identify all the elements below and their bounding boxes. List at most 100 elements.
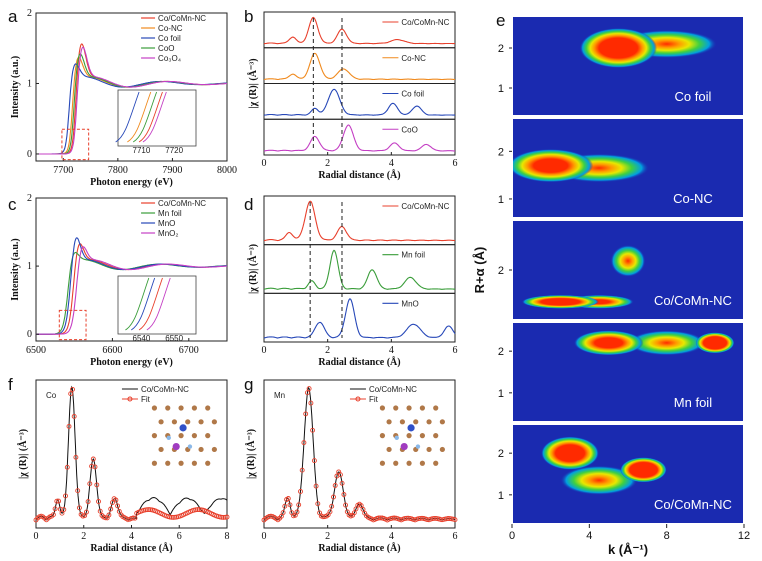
fit-marker [303, 411, 309, 417]
fit-marker [73, 454, 79, 460]
axes-frame [35, 12, 228, 162]
carbon-atom [433, 405, 439, 411]
x-tick-label: 6 [177, 531, 182, 542]
series-line-co-o- [36, 46, 227, 155]
fit-marker [83, 509, 89, 515]
fit-marker [144, 507, 150, 513]
carbon-atom [386, 419, 392, 425]
x-tick-label: 8 [664, 530, 670, 542]
y-tick-label: 1 [27, 78, 32, 89]
fit-marker [341, 492, 347, 497]
carbon-atom [413, 419, 419, 425]
fit-marker [429, 516, 435, 522]
carbon-atom [205, 433, 211, 439]
legend-label: MnO₂ [158, 229, 178, 238]
panel-letter-c: c [8, 195, 17, 214]
y-tick-label: 2 [27, 193, 32, 204]
carbon-atom [393, 460, 399, 466]
fit-marker [296, 502, 302, 508]
x-axis-title: Photon energy (eV) [90, 177, 173, 188]
carbon-atom [191, 405, 197, 411]
x-tick-label: 4 [586, 530, 592, 542]
legend-marker [355, 396, 361, 402]
strip-frame [511, 15, 745, 117]
inset-frame [117, 275, 197, 335]
fit-marker [52, 506, 58, 512]
y-tick-label: 1 [27, 261, 32, 272]
fit-marker [424, 517, 430, 523]
intensity-blob [573, 330, 644, 356]
x-tick-label: 6500 [26, 345, 46, 356]
legend-label: Fit [369, 395, 379, 404]
panel-f: 0 2 4 6 8 Radial distance (Å) |χ (R)| (Å⁻³) Co C… [17, 379, 230, 554]
fit-marker [132, 515, 138, 521]
metal-atom-mn [400, 442, 408, 451]
fit-marker [75, 488, 81, 494]
fit-marker [61, 507, 67, 513]
intensity-blob [695, 332, 735, 354]
series-line-coo [263, 124, 455, 152]
carbon-atom [379, 433, 386, 439]
legend-label: Co-NC [401, 54, 426, 63]
fit-marker [193, 507, 199, 513]
inset-line [142, 91, 167, 143]
x-axis-title: Radial distance (Å) [318, 542, 400, 554]
metal-atom-mn [172, 442, 180, 451]
carbon-atom [406, 433, 412, 439]
fit-marker [416, 516, 421, 522]
experimental-line [35, 385, 228, 521]
y-axis-title: |χ (R)| (Å⁻³) [245, 429, 257, 479]
fit-marker [351, 510, 357, 516]
panel-letter-g: g [244, 375, 253, 394]
carbon-atom [211, 446, 217, 453]
legend-label: Co/CoMn-NC [369, 385, 417, 394]
legend-label: MnO [401, 299, 418, 308]
fit-marker [142, 507, 148, 513]
carbon-atom [399, 419, 406, 425]
y-axis-title: Intensity (a.u.) [10, 56, 21, 119]
inset-line [127, 91, 152, 143]
legend-label: Co foil [401, 90, 424, 99]
fit-marker [376, 515, 382, 521]
fit-marker [304, 390, 310, 396]
fit-marker [56, 498, 62, 504]
y-axis-title: |χ (R)| (Å⁻³) [17, 429, 29, 479]
intensity-blob [560, 465, 638, 495]
fit-marker [168, 514, 174, 520]
wavelet-strip [512, 424, 744, 524]
x-tick-label: 2 [325, 345, 330, 356]
x-tick-label: 6 [453, 531, 458, 542]
inset-tick-label: 6540 [133, 334, 151, 343]
x-tick-label: 6 [453, 158, 458, 169]
fit-marker [299, 467, 305, 473]
fit-marker [332, 483, 338, 488]
carbon-atom [198, 419, 204, 425]
legend-label: Fit [141, 395, 151, 404]
x-tick-label: 8000 [217, 165, 237, 176]
legend-marker [127, 396, 133, 402]
x-tick-label: 4 [129, 531, 134, 542]
axes-frame [263, 379, 456, 529]
inset-tick-label: 7720 [165, 146, 183, 155]
fit-marker [329, 503, 335, 509]
inset-tick-label: 7710 [133, 146, 151, 155]
experimental-line [263, 386, 456, 521]
fit-marker [313, 483, 319, 489]
fit-marker [108, 506, 114, 512]
fit-marker [196, 507, 202, 513]
legend-label: Co/CoMn-NC [158, 199, 206, 208]
x-tick-label: 2 [81, 531, 86, 542]
strip-label: Co foil [675, 89, 712, 104]
series-line-mno [263, 298, 456, 339]
fit-marker [360, 506, 366, 512]
y-tick-label: 0 [27, 329, 32, 340]
fit-marker [96, 499, 101, 504]
x-tick-label: 2 [325, 531, 330, 542]
fit-marker [106, 512, 112, 518]
x-axis-title: Radial distance (Å) [90, 542, 172, 554]
legend-label: Co/CoMn-NC [401, 202, 449, 211]
x-tick-label: 6700 [179, 345, 199, 356]
x-tick-label: 0 [262, 158, 267, 169]
x-tick-label: 8 [225, 531, 230, 542]
carbon-atom [433, 460, 439, 466]
